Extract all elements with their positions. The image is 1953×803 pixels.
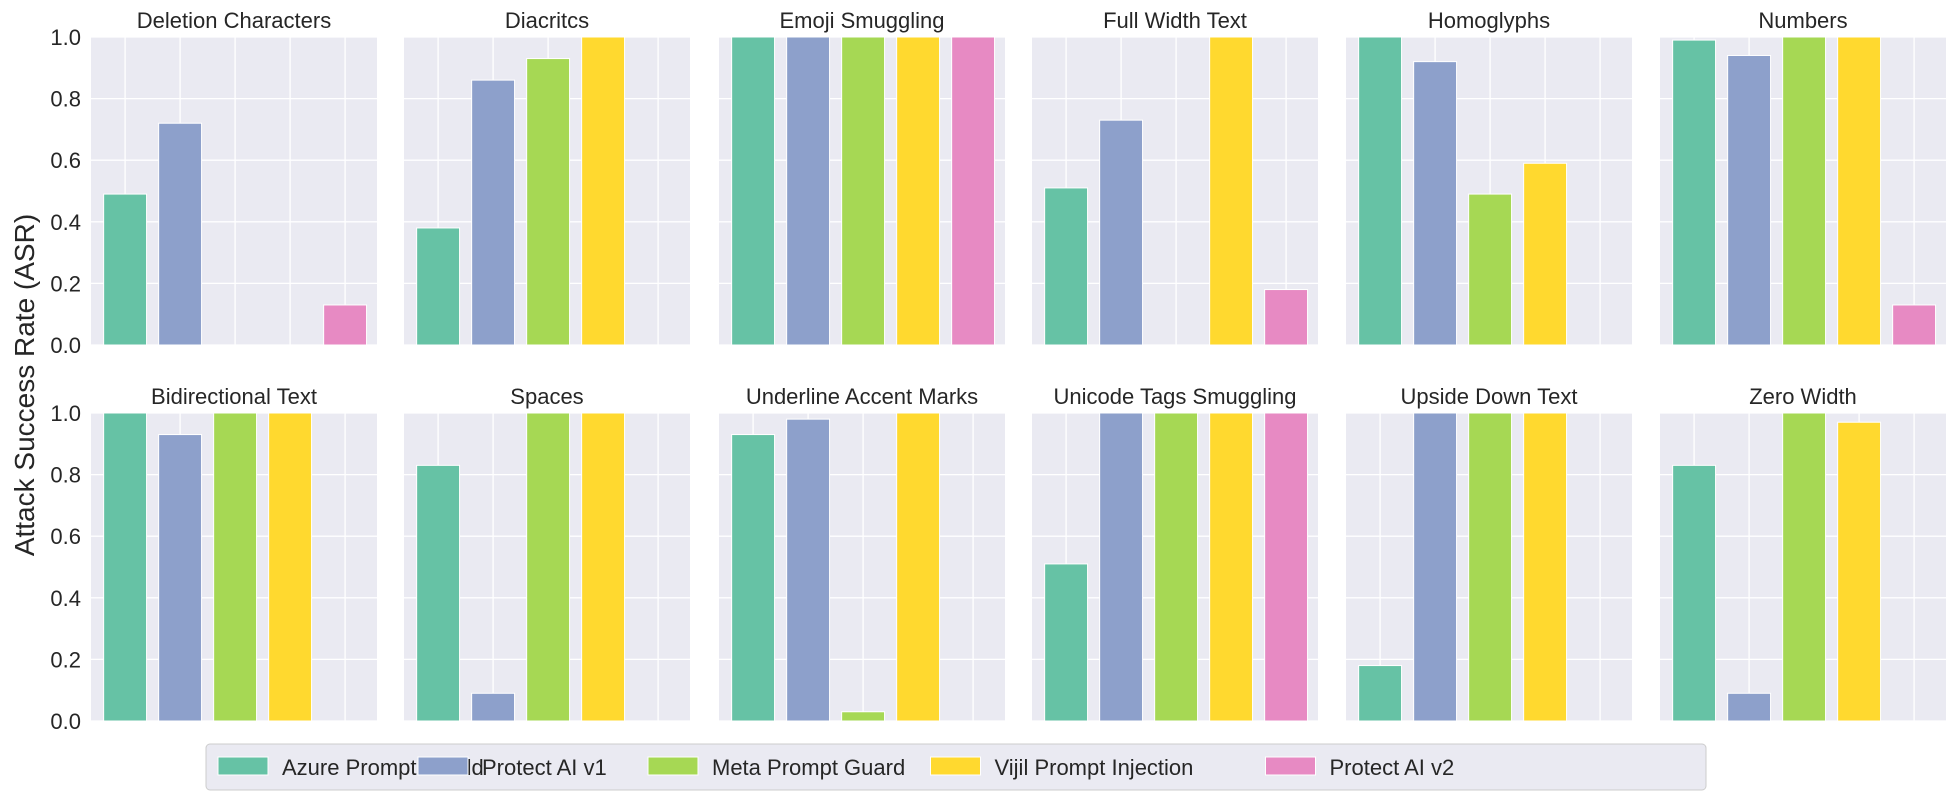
bar-protect-ai-v2 <box>323 304 368 346</box>
y-tick-label: 0.0 <box>50 709 81 734</box>
bar-protect-ai-v1 <box>786 418 831 722</box>
bar-meta-prompt-guard <box>1782 36 1827 346</box>
panel-zero-width: Zero Width <box>1660 384 1946 722</box>
y-axis-label: Attack Success Rate (ASR) <box>9 214 40 556</box>
bar-azure-prompt-shield <box>731 434 776 722</box>
y-tick-label: 0.0 <box>50 333 81 358</box>
y-tick-label: 0.6 <box>50 148 81 173</box>
panel-numbers: Numbers <box>1660 8 1946 346</box>
bar-azure-prompt-shield <box>416 464 461 722</box>
panel-title: Emoji Smuggling <box>779 8 944 33</box>
bar-vijil-prompt-injection <box>1209 412 1254 722</box>
bar-meta-prompt-guard <box>526 412 571 722</box>
legend-label: Meta Prompt Guard <box>712 755 905 780</box>
bar-protect-ai-v1 <box>1727 692 1772 722</box>
bar-meta-prompt-guard <box>1468 193 1513 346</box>
panel-title: Spaces <box>510 384 583 409</box>
bar-protect-ai-v2 <box>951 36 996 346</box>
y-tick-label: 0.2 <box>50 271 81 296</box>
legend-label: Vijil Prompt Injection <box>995 755 1194 780</box>
bar-vijil-prompt-injection <box>1209 36 1254 346</box>
panel-homoglyphs: Homoglyphs <box>1346 8 1632 346</box>
bar-protect-ai-v1 <box>1099 119 1144 346</box>
bar-azure-prompt-shield <box>1358 665 1403 722</box>
bar-protect-ai-v2 <box>1264 289 1309 346</box>
bar-azure-prompt-shield <box>1672 464 1717 722</box>
bar-vijil-prompt-injection <box>896 412 941 722</box>
bar-vijil-prompt-injection <box>1837 421 1882 722</box>
bar-protect-ai-v1 <box>1099 412 1144 722</box>
bar-protect-ai-v2 <box>1264 412 1309 722</box>
panel-title: Unicode Tags Smuggling <box>1054 384 1297 409</box>
bar-vijil-prompt-injection <box>581 412 626 722</box>
panel-full-width-text: Full Width Text <box>1032 8 1318 346</box>
bar-protect-ai-v1 <box>1413 61 1458 346</box>
panel-title: Full Width Text <box>1103 8 1247 33</box>
bar-meta-prompt-guard <box>1154 412 1199 722</box>
bar-meta-prompt-guard <box>841 36 886 346</box>
legend-swatch <box>417 756 469 776</box>
bar-protect-ai-v1 <box>471 79 516 346</box>
bar-meta-prompt-guard <box>1782 412 1827 722</box>
bar-vijil-prompt-injection <box>581 36 626 346</box>
panel-title: Bidirectional Text <box>151 384 317 409</box>
bar-azure-prompt-shield <box>1672 39 1717 346</box>
bar-protect-ai-v1 <box>786 36 831 346</box>
panel-title: Zero Width <box>1749 384 1857 409</box>
y-tick-label: 0.8 <box>50 87 81 112</box>
bar-azure-prompt-shield <box>1044 563 1089 722</box>
panel-title: Deletion Characters <box>137 8 331 33</box>
panel-emoji-smuggling: Emoji Smuggling <box>719 8 1005 346</box>
panel-title: Diacritcs <box>505 8 589 33</box>
bar-vijil-prompt-injection <box>1523 412 1568 722</box>
panel-title: Numbers <box>1758 8 1847 33</box>
panel-bidirectional-text: 0.0 0.2 0.4 0.6 0.8 1.0 Bidirectional Text <box>50 384 377 734</box>
bar-meta-prompt-guard <box>841 711 886 722</box>
panel-title: Homoglyphs <box>1428 8 1550 33</box>
legend-swatch <box>647 756 699 776</box>
bar-vijil-prompt-injection <box>1523 162 1568 346</box>
y-tick-label: 0.6 <box>50 524 81 549</box>
y-tick-label: 1.0 <box>50 401 81 426</box>
y-tick-label: 1.0 <box>50 25 81 50</box>
legend-label: Protect AI v1 <box>482 755 607 780</box>
bar-vijil-prompt-injection <box>896 36 941 346</box>
panel-spaces: Spaces <box>404 384 690 722</box>
panel-title: Upside Down Text <box>1401 384 1578 409</box>
bar-protect-ai-v1 <box>1413 412 1458 722</box>
bar-protect-ai-v1 <box>158 434 203 722</box>
bar-meta-prompt-guard <box>213 412 258 722</box>
bar-protect-ai-v2 <box>1892 304 1937 346</box>
bar-azure-prompt-shield <box>103 412 148 722</box>
bar-vijil-prompt-injection <box>1837 36 1882 346</box>
y-tick-label: 0.2 <box>50 647 81 672</box>
panel-deletion-characters: 0.0 0.2 0.4 0.6 0.8 1.0 Deletion Characters <box>50 8 377 358</box>
bar-azure-prompt-shield <box>103 193 148 346</box>
bar-meta-prompt-guard <box>526 58 571 346</box>
legend-swatch <box>217 756 269 776</box>
y-tick-label: 0.4 <box>50 586 81 611</box>
panel-title: Underline Accent Marks <box>746 384 978 409</box>
bar-vijil-prompt-injection <box>268 412 313 722</box>
panel-underline-accent-marks: Underline Accent Marks <box>719 384 1005 722</box>
bar-azure-prompt-shield <box>416 227 461 346</box>
panel-unicode-tags-smuggling: Unicode Tags Smuggling <box>1032 384 1318 722</box>
bar-protect-ai-v1 <box>1727 54 1772 346</box>
bar-azure-prompt-shield <box>1044 187 1089 346</box>
panel-diacritcs: Diacritcs <box>404 8 690 346</box>
legend-label: Protect AI v2 <box>1330 755 1455 780</box>
y-tick-label: 0.8 <box>50 463 81 488</box>
bar-azure-prompt-shield <box>731 36 776 346</box>
y-tick-label: 0.4 <box>50 210 81 235</box>
legend-swatch <box>1265 756 1316 776</box>
bar-protect-ai-v1 <box>471 692 516 722</box>
bar-azure-prompt-shield <box>1358 36 1403 346</box>
panel-upside-down-text: Upside Down Text <box>1346 384 1632 722</box>
legend-swatch <box>930 756 981 776</box>
bar-meta-prompt-guard <box>1468 412 1513 722</box>
bar-protect-ai-v1 <box>158 122 203 346</box>
